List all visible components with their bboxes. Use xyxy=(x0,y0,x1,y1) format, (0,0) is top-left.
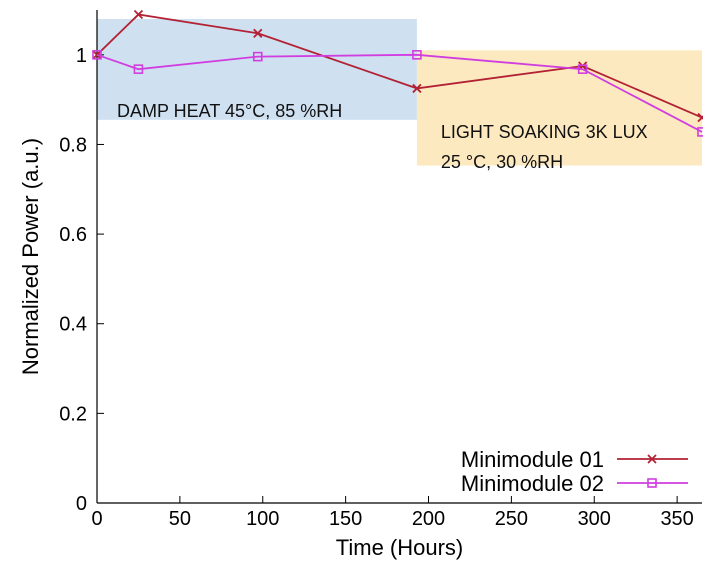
series-2-point-0 xyxy=(92,50,102,60)
y-tick-label-2: 0.4 xyxy=(59,314,87,336)
x-tick-label-1: 50 xyxy=(169,508,191,530)
series-2-point-1 xyxy=(133,64,144,74)
y-tick-label-4: 0.8 xyxy=(59,134,87,156)
legend-marker-1-stroke-b xyxy=(647,454,657,464)
series-1-point-1-stroke-b xyxy=(133,9,144,20)
y-tick-label-0: 0 xyxy=(76,493,87,515)
legend-label-1: Minimodule 01 xyxy=(461,447,604,472)
series-2-point-2 xyxy=(252,51,263,62)
series-1-point-5 xyxy=(697,112,703,123)
series-1-point-5-stroke-b xyxy=(697,115,703,123)
x-tick-label-7: 350 xyxy=(660,508,693,530)
y-axis-title: Normalized Power (a.u.) xyxy=(18,138,43,375)
axes: 0 50 100 150 200 250 300 350 0 0.2 0.4 0.6 0.8 1 xyxy=(59,10,702,530)
series-2-point-4 xyxy=(577,64,588,74)
series-2-point-5 xyxy=(697,127,703,137)
x-tick-label-2: 100 xyxy=(246,508,279,530)
series-layer xyxy=(92,9,703,137)
series-2-line xyxy=(96,53,703,133)
series-1-point-1 xyxy=(133,9,144,20)
series-2-point-3 xyxy=(412,50,422,60)
series-1-point-3-stroke-b xyxy=(412,83,422,94)
x-tick-label-5: 250 xyxy=(495,508,528,530)
region-labels: DAMP HEAT 45°C, 85 %RH LIGHT SOAKING 3K L… xyxy=(117,101,648,172)
legend-marker-1 xyxy=(647,454,657,464)
series-1-point-3 xyxy=(412,83,422,94)
series-1-point-2-stroke-b xyxy=(253,28,263,38)
x-tick-label-6: 300 xyxy=(578,508,611,530)
x-tick-label-0: 0 xyxy=(91,508,102,530)
legend-marker-2 xyxy=(647,478,657,488)
x-tick-label-4: 200 xyxy=(412,508,445,530)
region-2-label-line-2: 25 °C, 30 %RH xyxy=(441,152,563,172)
x-tick-label-3: 150 xyxy=(329,508,362,530)
shaded-regions xyxy=(97,18,702,166)
x-axis-title: Time (Hours) xyxy=(336,535,464,560)
y-tick-label-3: 0.6 xyxy=(59,224,87,246)
legend-label-2: Minimodule 02 xyxy=(461,471,604,496)
series-1-point-2 xyxy=(253,28,263,38)
series-1-line xyxy=(96,13,703,119)
y-tick-label-5: 1 xyxy=(76,45,87,67)
y-tick-label-1: 0.2 xyxy=(59,403,87,425)
region-1-label-line-1: DAMP HEAT 45°C, 85 %RH xyxy=(117,101,342,121)
region-2-label-line-1: LIGHT SOAKING 3K LUX xyxy=(441,122,648,142)
